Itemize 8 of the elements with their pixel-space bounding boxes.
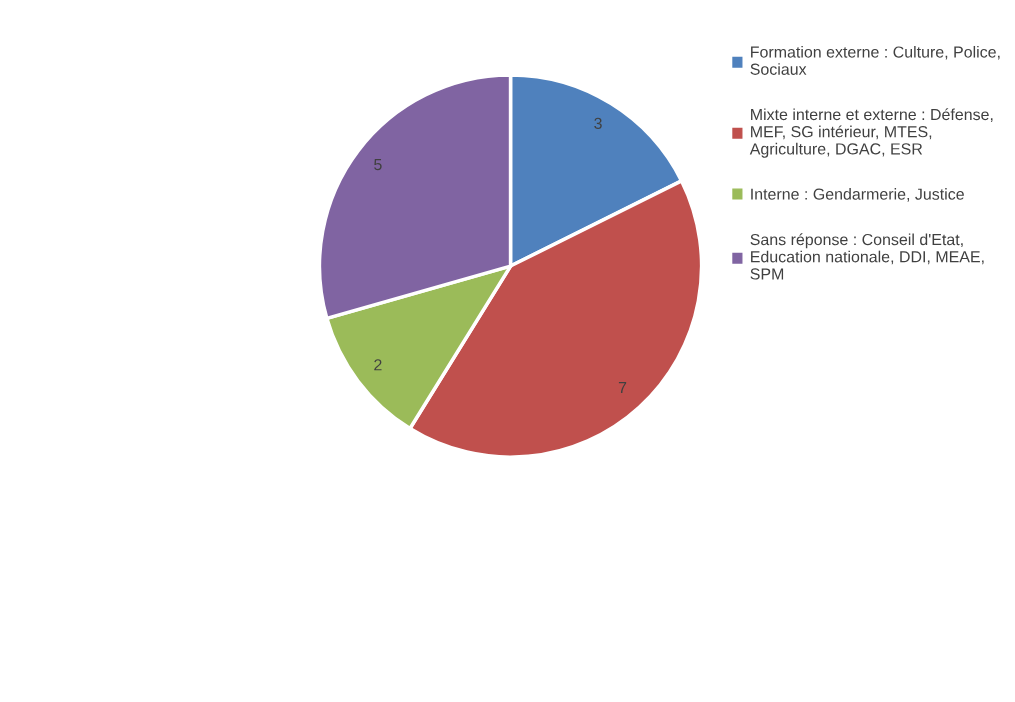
legend-label: Formation externe : Culture, Police, Sociaux xyxy=(750,45,1000,75)
legend-label: Mixte interne et externe : Défense, MEF, SG intérieur, MTES, Agriculture, DGAC, ESR xyxy=(749,108,993,158)
data-label: 7 xyxy=(618,382,627,394)
data-label: 5 xyxy=(374,159,382,171)
legend-label: Sans réponse : Conseil d'Etat, Education nationale, DDI, MEAE, SPM xyxy=(750,233,984,280)
data-label: 3 xyxy=(594,117,602,130)
data-label: 2 xyxy=(374,359,382,371)
legend-label: Interne : Gendarmerie, Justice xyxy=(751,188,964,202)
